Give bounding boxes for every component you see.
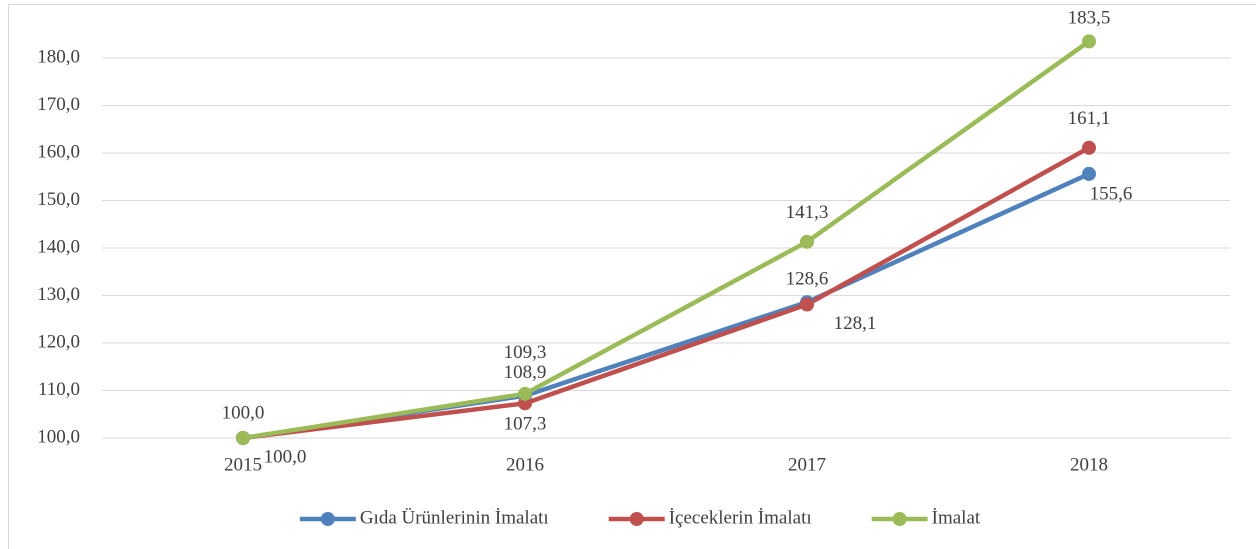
legend-label: Gıda Ürünlerinin İmalatı	[360, 507, 549, 528]
data-label: 155,6	[1090, 183, 1133, 204]
data-label: 100,0	[222, 402, 265, 423]
x-tick-label: 2016	[506, 454, 544, 475]
y-tick-label: 160,0	[37, 141, 80, 162]
legend-marker	[892, 512, 907, 526]
data-point	[236, 431, 250, 445]
series-line	[242, 171, 1090, 441]
series-line	[242, 145, 1091, 441]
data-point	[800, 234, 814, 249]
legend-marker	[320, 512, 335, 526]
data-label: 107,3	[504, 414, 547, 435]
data-point	[800, 297, 814, 312]
y-tick-label: 150,0	[37, 189, 80, 210]
y-tick-label: 140,0	[37, 236, 80, 257]
data-point	[1082, 34, 1096, 49]
legend-label: İmalat	[932, 507, 981, 528]
x-tick-label: 2018	[1070, 454, 1108, 475]
data-point	[1082, 166, 1096, 181]
chart-border	[8, 4, 1256, 549]
data-label: 100,0	[264, 446, 307, 467]
data-label: 109,3	[504, 342, 547, 363]
data-label: 183,5	[1068, 8, 1111, 29]
y-tick-label: 170,0	[37, 94, 80, 115]
data-label: 141,3	[786, 202, 829, 223]
legend-marker	[629, 512, 644, 526]
y-tick-label: 120,0	[37, 331, 80, 352]
y-tick-label: 100,0	[37, 426, 80, 447]
legend-label: İçeceklerin İmalatı	[669, 507, 812, 528]
data-label: 128,6	[786, 269, 829, 290]
x-tick-label: 2015	[224, 454, 262, 475]
data-point	[518, 386, 532, 401]
x-tick-label: 2017	[788, 454, 826, 475]
y-tick-label: 130,0	[37, 284, 80, 305]
data-point	[1082, 140, 1096, 155]
series-line	[242, 39, 1091, 441]
data-label: 128,1	[834, 313, 877, 334]
y-tick-label: 110,0	[38, 379, 80, 400]
data-label: 108,9	[504, 362, 547, 383]
y-tick-label: 180,0	[37, 46, 80, 67]
data-label: 161,1	[1068, 108, 1111, 129]
